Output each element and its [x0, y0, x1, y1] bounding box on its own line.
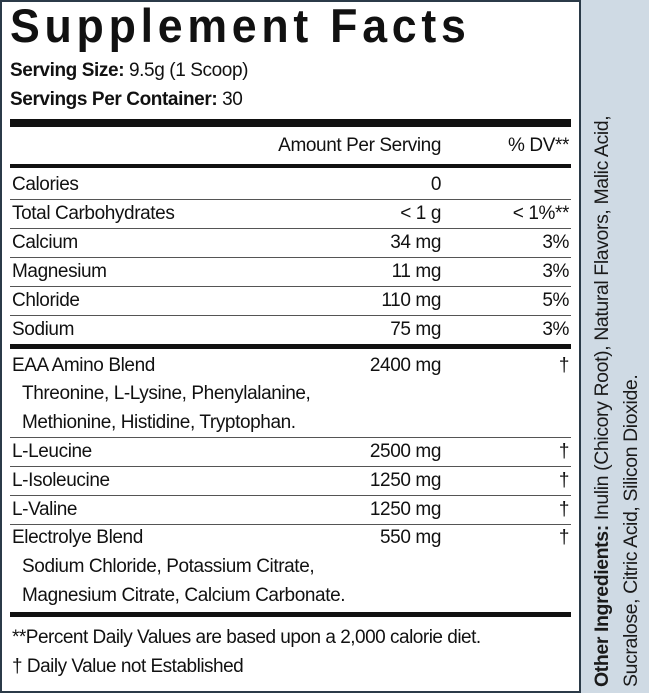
nutrient-amount: 11 mg: [391, 261, 442, 282]
nutrient-name: Electrolye Blend: [12, 527, 143, 548]
nutrient-dv: < 1%**: [512, 203, 570, 224]
nutrient-dv: 3%: [542, 261, 569, 282]
thick-divider: [10, 119, 571, 127]
nutrient-name: Magnesium: [12, 261, 107, 282]
panel-title: Supplement Facts: [10, 0, 471, 52]
row-divider: [10, 257, 571, 258]
nutrient-row: Total Carbohydrates < 1 g < 1%**: [10, 200, 571, 228]
nutrient-name: L-Valine: [12, 499, 78, 520]
supplement-facts-panel: Supplement Facts Serving Size: 9.5g (1 S…: [0, 0, 581, 693]
nutrient-name: Calcium: [12, 232, 78, 253]
nutrient-row: Calories 0: [10, 171, 571, 199]
other-ingredients: Other Ingredients: Inulin (Chicory Root)…: [586, 0, 648, 693]
nutrient-dv: †: [558, 355, 570, 376]
nutrient-row: Calcium 34 mg 3%: [10, 229, 571, 257]
nutrient-amount: 1250 mg: [369, 499, 442, 520]
amount-header: Amount Per Serving: [278, 135, 441, 156]
thick-divider: [10, 612, 571, 617]
nutrient-amount: 2400 mg: [369, 355, 442, 376]
nutrient-amount: < 1 g: [400, 203, 441, 224]
nutrient-name: L-Isoleucine: [12, 470, 110, 491]
nutrient-name: Calories: [12, 174, 79, 195]
row-divider: [10, 315, 571, 316]
nutrient-row: L-Isoleucine 1250 mg †: [10, 467, 571, 495]
nutrient-amount: 34 mg: [390, 232, 441, 253]
nutrient-amount: 2500 mg: [369, 441, 442, 462]
nutrient-amount: 110 mg: [381, 290, 441, 311]
nutrient-row: Chloride 110 mg 5%: [10, 287, 571, 315]
column-header: Amount Per Serving % DV**: [10, 132, 571, 160]
servings-per-container: Servings Per Container: 30: [10, 89, 243, 111]
row-divider: [10, 466, 571, 467]
row-divider: [10, 495, 571, 496]
footnote-dagger: † Daily Value not Established: [12, 656, 244, 677]
nutrient-amount: 75 mg: [390, 319, 441, 340]
dv-header: % DV**: [508, 135, 569, 156]
nutrient-dv: †: [558, 441, 570, 462]
nutrient-name: EAA Amino Blend: [12, 355, 155, 376]
serving-size-label: Serving Size:: [10, 60, 125, 81]
servings-value: 30: [222, 89, 243, 110]
servings-label: Servings Per Container:: [10, 89, 218, 110]
nutrient-row: L-Valine 1250 mg †: [10, 496, 571, 524]
nutrient-dv: †: [558, 527, 570, 548]
nutrient-dv: †: [558, 499, 570, 520]
eaa-ingredients-line: Methionine, Histidine, Tryptophan.: [22, 412, 296, 433]
nutrient-dv: 5%: [542, 290, 569, 311]
divider: [10, 164, 571, 168]
nutrient-amount: 1250 mg: [369, 470, 442, 491]
nutrient-name: L-Leucine: [12, 441, 92, 462]
footnote-dv: **Percent Daily Values are based upon a …: [12, 627, 481, 648]
nutrient-dv: 3%: [542, 232, 569, 253]
nutrient-row-electrolyte: Electrolye Blend 550 mg †: [10, 524, 571, 552]
nutrient-name: Chloride: [12, 290, 80, 311]
row-divider: [10, 524, 571, 525]
eaa-ingredients-line: Threonine, L-Lysine, Phenylalanine,: [22, 383, 311, 404]
nutrient-amount: 0: [430, 174, 442, 195]
nutrient-name: Sodium: [12, 319, 75, 340]
nutrient-name: Total Carbohydrates: [12, 203, 175, 224]
divider: [10, 344, 571, 349]
nutrient-row: Magnesium 11 mg 3%: [10, 258, 571, 286]
nutrient-amount: 550 mg: [380, 527, 441, 548]
nutrient-dv: †: [558, 470, 570, 491]
row-divider: [10, 437, 571, 438]
row-divider: [10, 228, 571, 229]
nutrient-dv: 3%: [542, 319, 569, 340]
serving-size-value: 9.5g (1 Scoop): [129, 60, 249, 81]
row-divider: [10, 286, 571, 287]
nutrient-row: Sodium 75 mg 3%: [10, 316, 571, 344]
other-ingredients-label: Other Ingredients:: [591, 525, 613, 687]
row-divider: [10, 199, 571, 200]
electrolyte-ingredients-line: Sodium Chloride, Potassium Citrate,: [22, 556, 315, 577]
serving-size: Serving Size: 9.5g (1 Scoop): [10, 60, 248, 82]
nutrient-row: L-Leucine 2500 mg †: [10, 438, 571, 466]
nutrient-row-eaa: EAA Amino Blend 2400 mg †: [10, 352, 571, 380]
electrolyte-ingredients-line: Magnesium Citrate, Calcium Carbonate.: [22, 585, 346, 606]
